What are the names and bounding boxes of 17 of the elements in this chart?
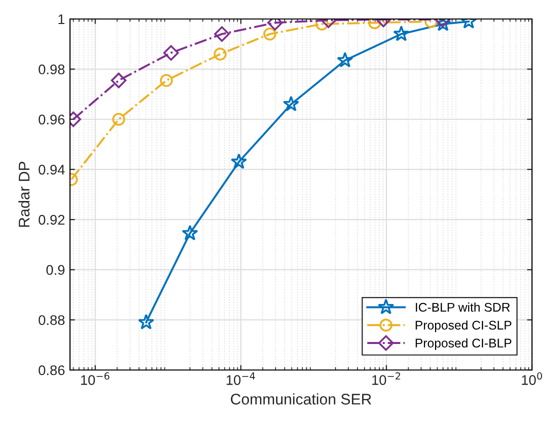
x-tick-label: 10$^{−6}$: [81, 372, 110, 385]
legend-label: Proposed CI-BLP: [416, 338, 512, 350]
y-tick-label: 0.94: [38, 164, 65, 175]
x-tick-label: 10$^{−2}$: [372, 372, 400, 385]
y-tick-label: 0.88: [38, 315, 65, 326]
y-tick-label: 1: [58, 14, 64, 24]
y-axis-title: Radar DP: [18, 162, 30, 227]
y-tick-label: 0.86: [38, 365, 65, 376]
y-tick-label: 0.98: [38, 64, 65, 74]
legend-label: IC-BLP with SDR: [416, 302, 510, 312]
x-tick-label: 10$^{−4}$: [226, 372, 255, 385]
x-axis-title: Communication SER: [230, 393, 372, 405]
y-tick-label: 0.9: [46, 265, 64, 275]
x-tick-label: 10$^{0}$: [522, 372, 542, 385]
y-tick-label: 0.96: [38, 114, 65, 124]
y-tick-label: 0.92: [38, 214, 64, 225]
legend-label: Proposed CI-SLP: [416, 320, 512, 332]
